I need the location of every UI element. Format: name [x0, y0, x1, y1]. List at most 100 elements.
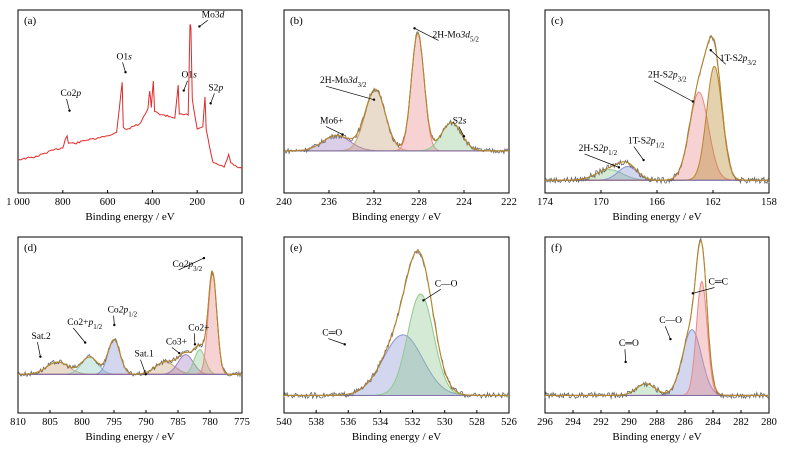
- peak-annotation: Co3+: [166, 337, 187, 347]
- peak-annotation: 2H-Mo3d5/2: [433, 30, 480, 43]
- fit-peak-line: [545, 280, 769, 396]
- panel-d: (d) 810 805 800 795 790 785 780 775 Binding energ…: [10, 236, 250, 443]
- x-tick-label: 290: [621, 417, 637, 428]
- panel-a: (a) 1 000 800 600 400 200 0 Binding energy / eV…: [6, 9, 245, 223]
- peak-annotation: 1T-S2p3/2: [720, 54, 757, 67]
- fit-peak-area: [284, 89, 509, 151]
- x-tick-label: 785: [170, 417, 186, 428]
- x-tick-label: 805: [42, 417, 58, 428]
- x-tick-label: 166: [649, 197, 665, 208]
- peak-annotation: Co2p3/2: [173, 260, 203, 273]
- peak-annotation: 1T-S2p1/2: [628, 137, 665, 150]
- peak-annotation: O1s: [117, 52, 133, 62]
- annotation-arrowhead: [422, 299, 425, 302]
- annotation-arrowhead: [202, 256, 206, 260]
- survey-spectrum-line: [17, 24, 243, 170]
- peak-annotation: Mo6+: [320, 116, 343, 126]
- annotation-arrow: [414, 27, 439, 41]
- fit-peak-area: [545, 66, 769, 181]
- fit-peak-area: [284, 334, 509, 396]
- annotation-arrowhead: [144, 373, 147, 376]
- x-tick-label: 790: [138, 417, 154, 428]
- annotation-arrow: [624, 349, 626, 362]
- annotation-arrowhead: [68, 109, 71, 112]
- envelope-fit-line: [18, 270, 242, 375]
- x-tick-label: 538: [308, 417, 324, 428]
- peak-annotation: S2s: [453, 116, 467, 126]
- panel-label: (e): [290, 242, 303, 254]
- peak-annotation: C═O: [322, 329, 342, 339]
- annotation-arrowhead: [642, 158, 645, 162]
- x-tick-label: 534: [373, 417, 390, 428]
- annotation-arrowhead: [39, 355, 42, 358]
- annotation-arrowhead: [691, 292, 695, 295]
- peak-annotation: 2H-S2p3/2: [648, 71, 687, 84]
- fit-peak-line: [545, 329, 769, 396]
- fit-peak-line: [284, 32, 509, 152]
- annotation-arrow: [210, 93, 215, 104]
- annotation-arrowhead: [372, 98, 376, 101]
- plot-frame: [544, 9, 770, 194]
- annotation-arrow: [199, 20, 208, 27]
- annotation-arrow: [633, 146, 644, 161]
- annotation-arrowhead: [691, 100, 695, 103]
- peak-annotation: S2p: [208, 84, 223, 94]
- peak-annotation: 2H-S2p1/2: [579, 144, 618, 157]
- raw-data-line: [544, 237, 770, 400]
- plot-frame: [283, 236, 510, 414]
- plot-frame: [17, 9, 243, 194]
- fit-peak-line: [545, 65, 769, 181]
- peak-annotation: Co2p: [61, 89, 82, 99]
- plot-frame: [544, 236, 770, 414]
- x-tick-label: 162: [705, 197, 721, 208]
- x-tick-label: 0: [239, 197, 244, 208]
- envelope-fit-line: [545, 239, 769, 396]
- annotation-arrow: [140, 359, 147, 375]
- panel-e: (e) 540 538 536 534 532 530 528 526 Binding energ…: [276, 236, 517, 443]
- panel-label: (f): [551, 242, 562, 254]
- annotation-arrow: [178, 257, 205, 271]
- annotation-arrow: [664, 326, 671, 340]
- annotation-arrowhead: [198, 25, 201, 28]
- plot-frame: [17, 236, 243, 414]
- x-axis-label: Binding energy / eV: [352, 211, 441, 223]
- peak-annotation: 2H-Mo3d3/2: [320, 76, 367, 89]
- x-tick-label: 292: [593, 417, 609, 428]
- peak-annotation: Co2p1/2: [108, 306, 138, 319]
- fit-peak-area: [545, 281, 769, 396]
- peak-annotation: C—O: [435, 279, 458, 289]
- annotation-arrow: [37, 342, 41, 357]
- x-tick-label: 540: [276, 417, 292, 428]
- annotation-arrow: [325, 126, 343, 135]
- envelope-fit-line: [284, 32, 509, 152]
- x-tick-label: 224: [456, 197, 473, 208]
- fit-peak-area: [18, 273, 242, 375]
- x-axis-label: Binding energy / eV: [612, 431, 701, 443]
- x-tick-label: 158: [761, 197, 777, 208]
- x-tick-label: 174: [537, 197, 554, 208]
- x-tick-label: 528: [469, 417, 485, 428]
- annotation-arrowhead: [209, 102, 212, 105]
- fit-peak-area: [284, 122, 509, 151]
- envelope-fit-line: [284, 250, 509, 396]
- annotation-arrowhead: [178, 351, 181, 355]
- annotation-arrowhead: [341, 133, 344, 136]
- panel-label: (c): [551, 15, 564, 27]
- x-tick-label: 400: [145, 197, 161, 208]
- fit-peak-area: [545, 329, 769, 396]
- annotation-arrowhead: [462, 135, 466, 138]
- annotation-arrowhead: [709, 49, 712, 52]
- x-tick-label: 232: [366, 197, 382, 208]
- peak-annotation: Sat.1: [134, 350, 154, 360]
- peak-annotation: Mo3d: [202, 10, 225, 20]
- annotation-arrow: [171, 347, 180, 354]
- x-tick-label: 795: [106, 417, 122, 428]
- fit-peak-line: [284, 88, 509, 152]
- x-tick-label: 800: [74, 417, 90, 428]
- x-tick-label: 532: [405, 417, 421, 428]
- x-tick-label: 810: [10, 417, 26, 428]
- plot-frame: [283, 9, 510, 194]
- peak-annotation: C═C: [709, 278, 728, 288]
- annotation-arrowhead: [669, 337, 672, 341]
